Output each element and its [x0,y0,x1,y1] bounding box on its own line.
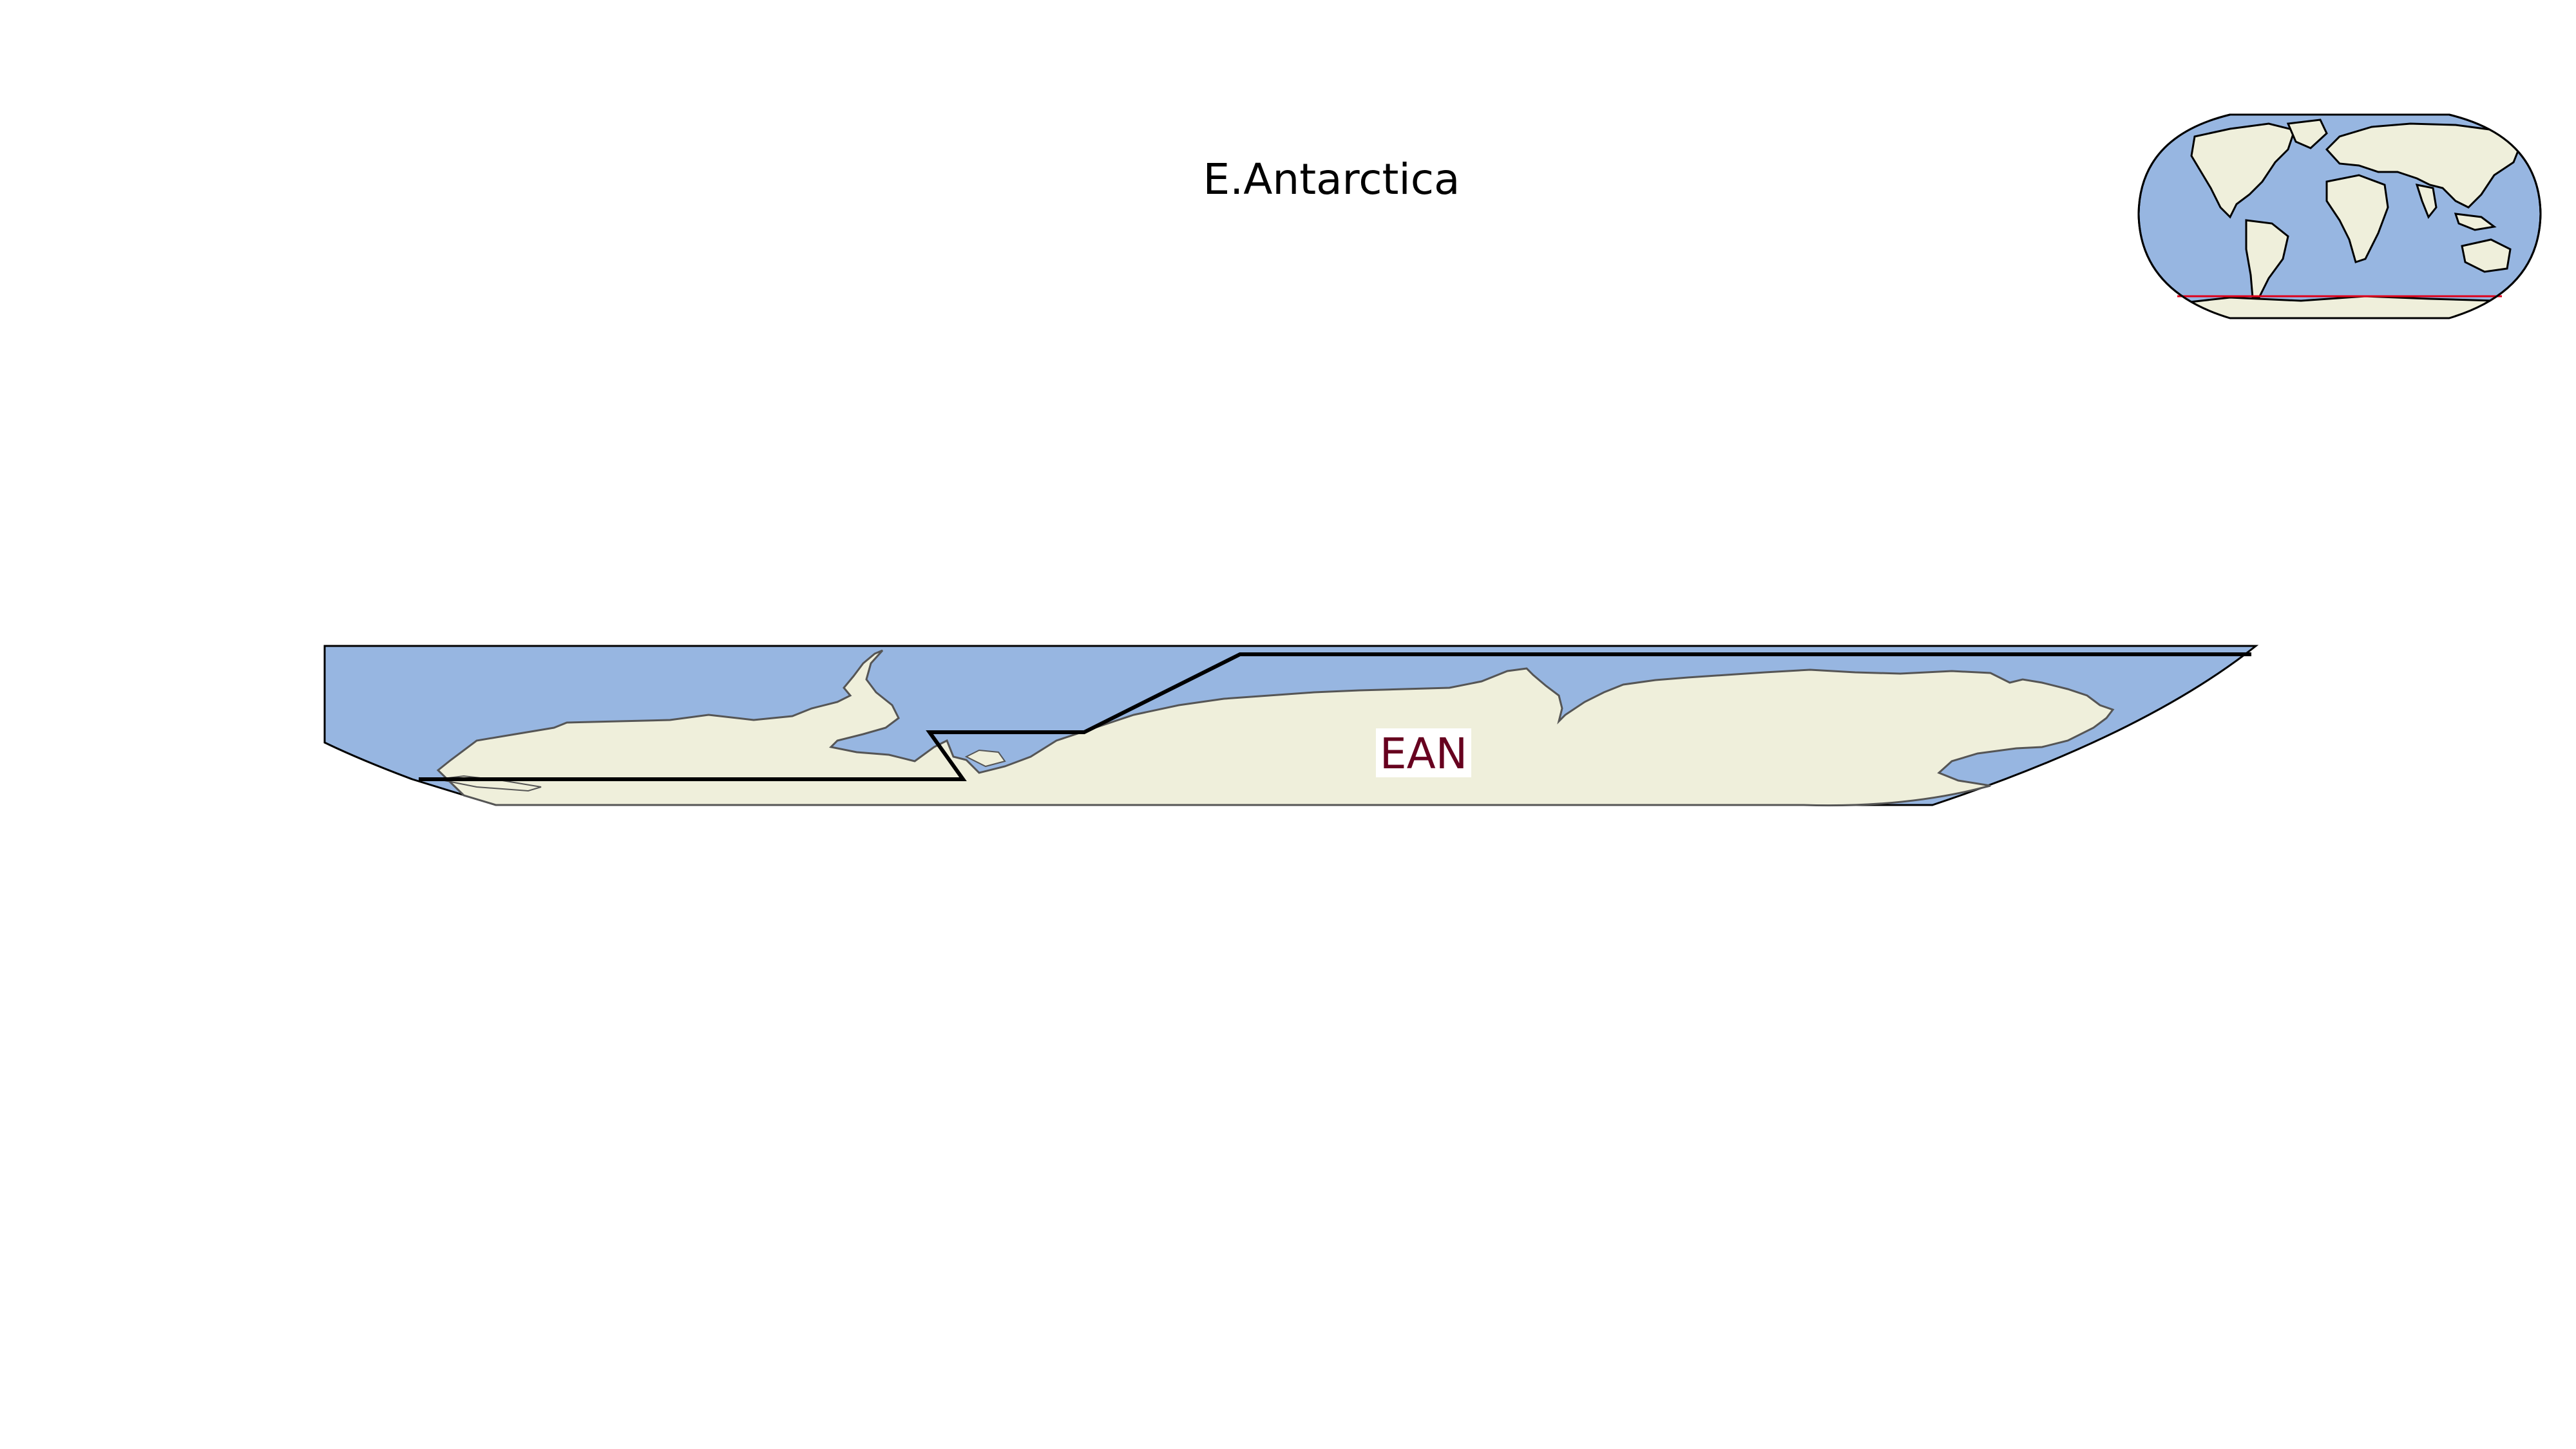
inset-greenland [2286,118,2328,149]
inset-se-asia [2454,213,2497,231]
region-label-bg [1376,728,1471,777]
region-label: EAN [1380,729,1467,779]
map-title: E.Antarctica [1203,155,1460,204]
antarctic-landmass [436,649,2115,807]
inset-world-map [2137,113,2542,319]
inset-africa [2325,174,2389,263]
inset-eurasia [2325,122,2521,209]
inset-south-america [2245,219,2289,299]
inset-australia [2461,238,2512,273]
inset-north-america [2190,122,2296,219]
inset-india [2415,184,2438,219]
region-boundary-ean [419,652,2251,781]
inset-globe-outline [2137,113,2542,319]
peninsula-islands [964,749,1006,768]
inset-antarctica [2170,295,2523,318]
